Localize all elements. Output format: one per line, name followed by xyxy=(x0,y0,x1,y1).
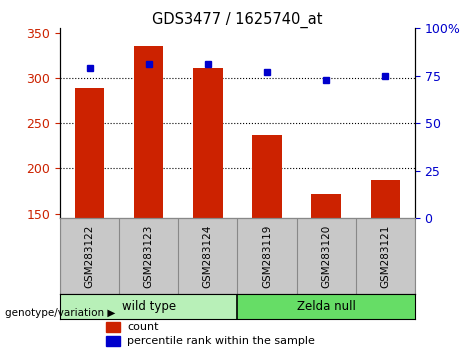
Bar xyxy=(237,294,415,320)
Text: percentile rank within the sample: percentile rank within the sample xyxy=(127,336,315,346)
Text: GSM283122: GSM283122 xyxy=(84,224,95,288)
Text: GSM283121: GSM283121 xyxy=(380,224,390,288)
Bar xyxy=(75,88,104,218)
Text: GSM283123: GSM283123 xyxy=(144,224,154,288)
Text: wild type: wild type xyxy=(122,300,176,313)
Bar xyxy=(371,180,400,218)
Bar xyxy=(311,194,341,218)
Bar xyxy=(106,336,120,346)
Text: Zelda null: Zelda null xyxy=(297,300,355,313)
Bar xyxy=(193,68,223,218)
Bar xyxy=(252,135,282,218)
Bar xyxy=(60,294,237,320)
Text: genotype/variation ▶: genotype/variation ▶ xyxy=(5,308,115,318)
Text: GSM283119: GSM283119 xyxy=(262,224,272,288)
Bar xyxy=(134,46,164,218)
Title: GDS3477 / 1625740_at: GDS3477 / 1625740_at xyxy=(152,12,323,28)
Text: GSM283124: GSM283124 xyxy=(203,224,213,288)
Text: count: count xyxy=(127,322,159,332)
Bar xyxy=(106,322,120,332)
Text: GSM283120: GSM283120 xyxy=(321,224,331,288)
